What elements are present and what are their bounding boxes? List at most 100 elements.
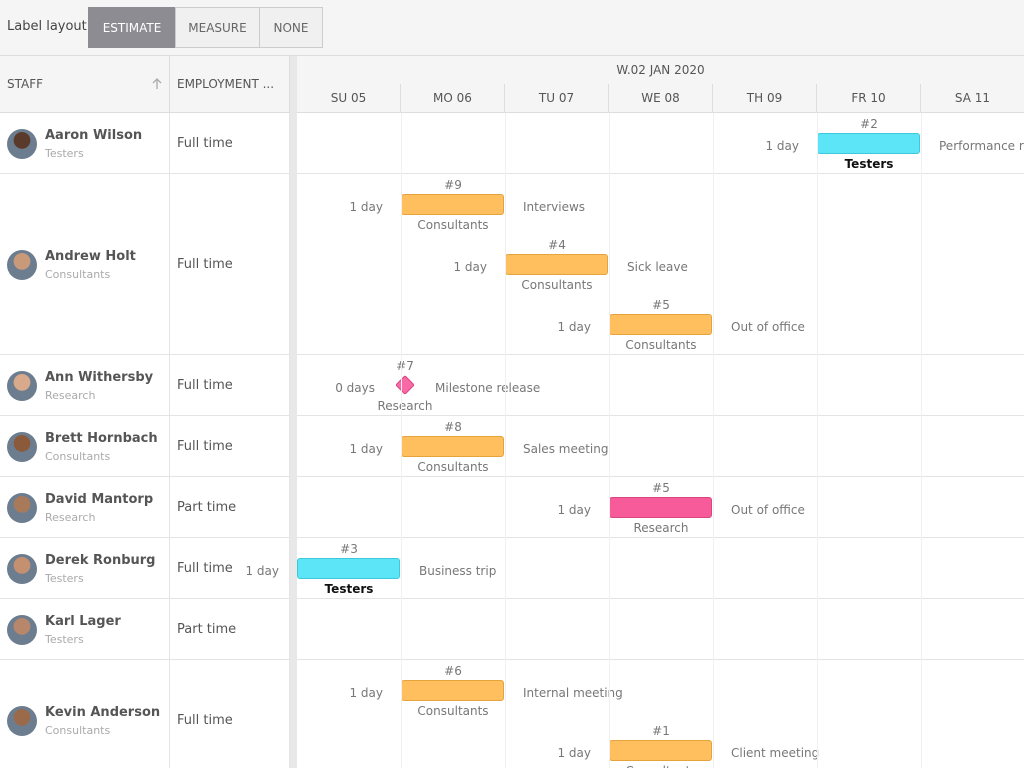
event-name: Out of office bbox=[731, 320, 805, 334]
day-header: TU 07 bbox=[505, 84, 609, 113]
staff-name: David Mantorp bbox=[45, 491, 154, 507]
event-bar[interactable] bbox=[505, 254, 608, 275]
event-id: #2 bbox=[860, 117, 878, 131]
event-id: #1 bbox=[652, 724, 670, 738]
event-id: #5 bbox=[652, 481, 670, 495]
event-id: #3 bbox=[340, 542, 358, 556]
staff-name: Brett Hornbach bbox=[45, 430, 158, 446]
staff-group: Research bbox=[45, 388, 96, 402]
event-id: #8 bbox=[444, 420, 462, 434]
avatar bbox=[7, 128, 37, 159]
employment-cell bbox=[170, 599, 290, 660]
event-name: Sick leave bbox=[627, 260, 688, 274]
sort-icon[interactable] bbox=[151, 78, 163, 90]
toolbar-button[interactable]: NONE bbox=[259, 7, 323, 48]
event-duration: 1 day bbox=[245, 564, 279, 578]
avatar bbox=[7, 249, 37, 280]
event-duration: 1 day bbox=[349, 686, 383, 700]
event-name: Milestone release bbox=[435, 381, 541, 395]
toolbar-button[interactable]: MEASURE bbox=[175, 7, 260, 48]
event-name: Sales meeting bbox=[523, 442, 609, 456]
event-group: Consultants bbox=[417, 704, 489, 718]
day-divider bbox=[401, 113, 402, 768]
event-group: Research bbox=[377, 399, 433, 413]
staff-group: Testers bbox=[45, 571, 84, 585]
day-header: MO 06 bbox=[401, 84, 505, 113]
avatar bbox=[7, 705, 37, 736]
employment-cell bbox=[170, 538, 290, 599]
column-header[interactable]: EMPLOYMENT ... bbox=[170, 56, 290, 113]
event-group: Consultants bbox=[417, 218, 489, 232]
event-duration: 1 day bbox=[557, 503, 591, 517]
staff-name: Karl Lager bbox=[45, 613, 121, 629]
event-bar[interactable] bbox=[401, 194, 504, 215]
staff-name: Kevin Anderson bbox=[45, 704, 161, 720]
schedule-row bbox=[297, 174, 1024, 355]
splitter[interactable] bbox=[290, 56, 297, 768]
event-bar[interactable] bbox=[609, 740, 712, 761]
staff-cell bbox=[0, 599, 170, 660]
day-header: FR 10 bbox=[817, 84, 921, 113]
event-id: #5 bbox=[652, 298, 670, 312]
staff-group: Consultants bbox=[45, 723, 111, 737]
day-header: TH 09 bbox=[713, 84, 817, 113]
schedule-row bbox=[297, 355, 1024, 416]
avatar bbox=[7, 614, 37, 645]
staff-cell bbox=[0, 660, 170, 768]
staff-group: Testers bbox=[45, 146, 84, 160]
event-id: #7 bbox=[396, 359, 414, 373]
event-bar[interactable] bbox=[297, 558, 400, 579]
toolbar-button[interactable]: ESTIMATE bbox=[88, 7, 176, 48]
day-header: SU 05 bbox=[297, 84, 401, 113]
day-divider bbox=[609, 113, 610, 768]
employment: Full time bbox=[177, 560, 233, 576]
event-duration: 1 day bbox=[557, 746, 591, 760]
employment: Full time bbox=[177, 712, 233, 728]
event-group: Consultants bbox=[417, 460, 489, 474]
event-id: #4 bbox=[548, 238, 566, 252]
schedule-row bbox=[297, 416, 1024, 477]
event-name: Internal meeting bbox=[523, 686, 623, 700]
employment-cell bbox=[170, 660, 290, 768]
employment: Full time bbox=[177, 377, 233, 393]
staff-cell bbox=[0, 113, 170, 174]
schedule-row bbox=[297, 599, 1024, 660]
employment-cell bbox=[170, 113, 290, 174]
staff-name: Derek Ronburg bbox=[45, 552, 156, 568]
event-group: Consultants bbox=[521, 278, 593, 292]
event-name: Business trip bbox=[419, 564, 497, 578]
column-header[interactable]: STAFF bbox=[0, 56, 170, 113]
event-duration: 1 day bbox=[349, 200, 383, 214]
event-bar[interactable] bbox=[401, 436, 504, 457]
toolbar-label: Label layout bbox=[7, 19, 87, 34]
avatar bbox=[7, 431, 37, 462]
event-group: Testers bbox=[324, 582, 374, 596]
employment-cell bbox=[170, 477, 290, 538]
staff-cell bbox=[0, 538, 170, 599]
day-divider bbox=[713, 113, 714, 768]
event-bar[interactable] bbox=[401, 680, 504, 701]
employment: Full time bbox=[177, 135, 233, 151]
staff-group: Consultants bbox=[45, 449, 111, 463]
event-bar[interactable] bbox=[817, 133, 920, 154]
event-group: Testers bbox=[844, 157, 894, 171]
staff-name: Aaron Wilson bbox=[45, 127, 143, 143]
event-id: #9 bbox=[444, 178, 462, 192]
staff-cell bbox=[0, 477, 170, 538]
event-name: Out of office bbox=[731, 503, 805, 517]
employment: Full time bbox=[177, 256, 233, 272]
employment-cell bbox=[170, 416, 290, 477]
avatar bbox=[7, 492, 37, 523]
employment: Part time bbox=[177, 621, 237, 637]
employment: Full time bbox=[177, 438, 233, 454]
staff-cell bbox=[0, 416, 170, 477]
event-bar[interactable] bbox=[609, 497, 712, 518]
event-bar[interactable] bbox=[609, 314, 712, 335]
event-duration: 1 day bbox=[453, 260, 487, 274]
day-header: SA 11 bbox=[921, 84, 1024, 113]
schedule-row bbox=[297, 538, 1024, 599]
event-duration: 1 day bbox=[349, 442, 383, 456]
schedule-row bbox=[297, 113, 1024, 174]
event-name: Client meeting bbox=[731, 746, 820, 760]
